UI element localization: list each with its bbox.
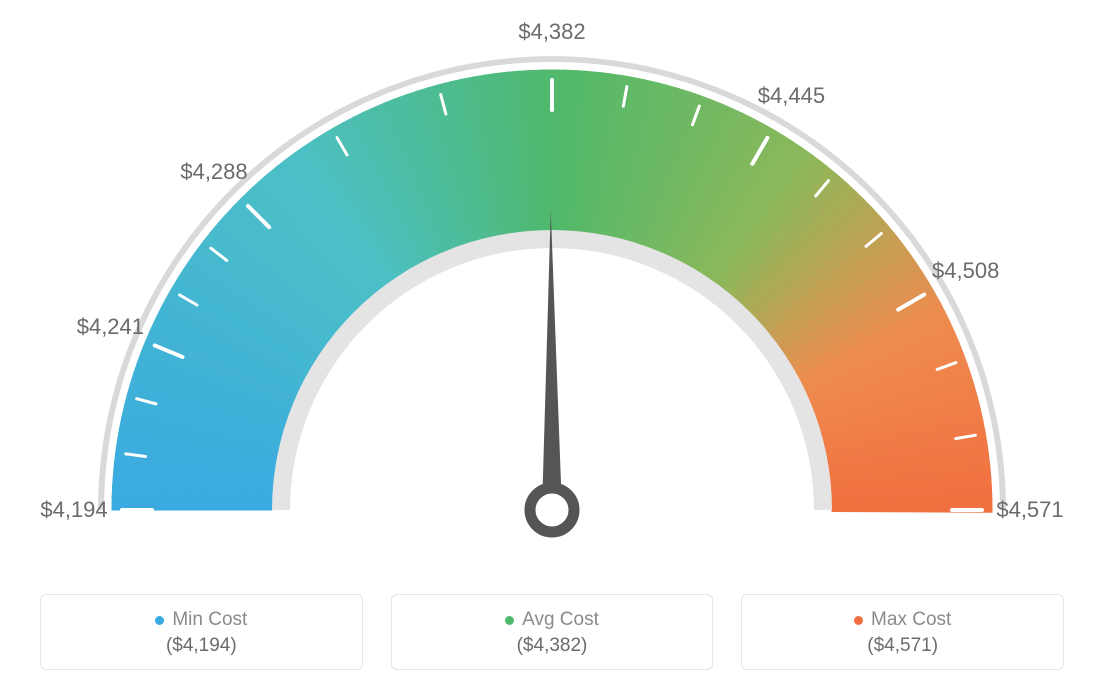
- legend-avg-title: Avg Cost: [410, 609, 695, 631]
- legend-avg-value: ($4,382): [410, 635, 695, 657]
- gauge-tick-label: $4,241: [77, 314, 144, 340]
- legend-avg-title-text: Avg Cost: [522, 609, 599, 631]
- legend-min-title: Min Cost: [59, 609, 344, 631]
- legend-max-title: Max Cost: [760, 609, 1045, 631]
- cost-gauge: $4,194 $4,241 $4,288 $4,382 $4,445 $4,508 $4,5…: [0, 0, 1104, 570]
- legend-max-title-text: Max Cost: [871, 609, 951, 631]
- gauge-tick-label: $4,571: [996, 497, 1063, 523]
- legend-min-value: ($4,194): [59, 635, 344, 657]
- legend-min-card: Min Cost ($4,194): [40, 594, 363, 670]
- gauge-tick-label: $4,288: [180, 159, 247, 185]
- gauge-tick-label: $4,382: [518, 19, 585, 45]
- gauge-tick-label: $4,445: [758, 83, 825, 109]
- legend-min-dot: [155, 616, 164, 625]
- legend-max-value: ($4,571): [760, 635, 1045, 657]
- legend-max-dot: [854, 616, 863, 625]
- legend-avg-dot: [505, 616, 514, 625]
- legend-avg-card: Avg Cost ($4,382): [391, 594, 714, 670]
- legend-min-title-text: Min Cost: [172, 609, 247, 631]
- gauge-tick-label: $4,508: [932, 258, 999, 284]
- gauge-svg: [0, 0, 1104, 570]
- legend-row: Min Cost ($4,194) Avg Cost ($4,382) Max …: [0, 594, 1104, 670]
- gauge-tick-label: $4,194: [40, 497, 107, 523]
- legend-max-card: Max Cost ($4,571): [741, 594, 1064, 670]
